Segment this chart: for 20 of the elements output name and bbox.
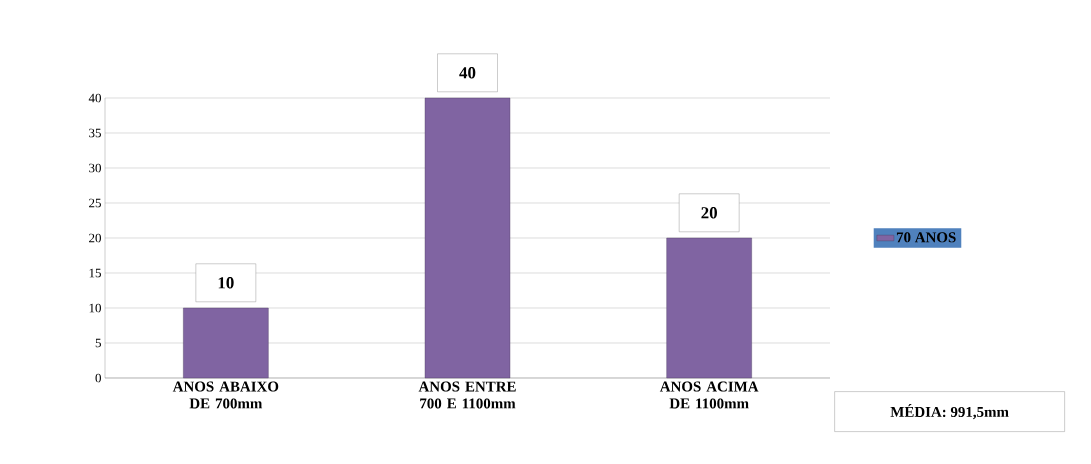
y-tick-label: 25 bbox=[89, 198, 101, 208]
y-tick-label: 35 bbox=[89, 128, 101, 138]
y-tick-label: 10 bbox=[89, 303, 101, 313]
y-tick-label: 0 bbox=[95, 373, 101, 383]
bar bbox=[183, 307, 269, 379]
x-tick-label: ANOS ABAIXO DE 700mm bbox=[172, 381, 279, 409]
data-label: 40 bbox=[459, 67, 476, 79]
y-tick-label: 20 bbox=[89, 233, 101, 243]
bar bbox=[666, 237, 752, 379]
data-label: 10 bbox=[218, 277, 234, 289]
y-tick-label: 40 bbox=[88, 93, 101, 103]
y-tick-label: 15 bbox=[89, 268, 101, 278]
text: MÉDIA: 991,5mm bbox=[890, 404, 1009, 420]
legend-label: 70 ANOS bbox=[896, 232, 956, 243]
bar bbox=[424, 97, 511, 379]
data-label: 20 bbox=[701, 207, 717, 219]
y-tick-label: 5 bbox=[95, 338, 101, 348]
y-tick-label: 30 bbox=[89, 163, 101, 173]
x-tick-label: ANOS ACIMA DE 1100mm bbox=[659, 381, 759, 409]
x-tick-label: ANOS ENTRE 700 E 1100mm bbox=[418, 381, 516, 409]
